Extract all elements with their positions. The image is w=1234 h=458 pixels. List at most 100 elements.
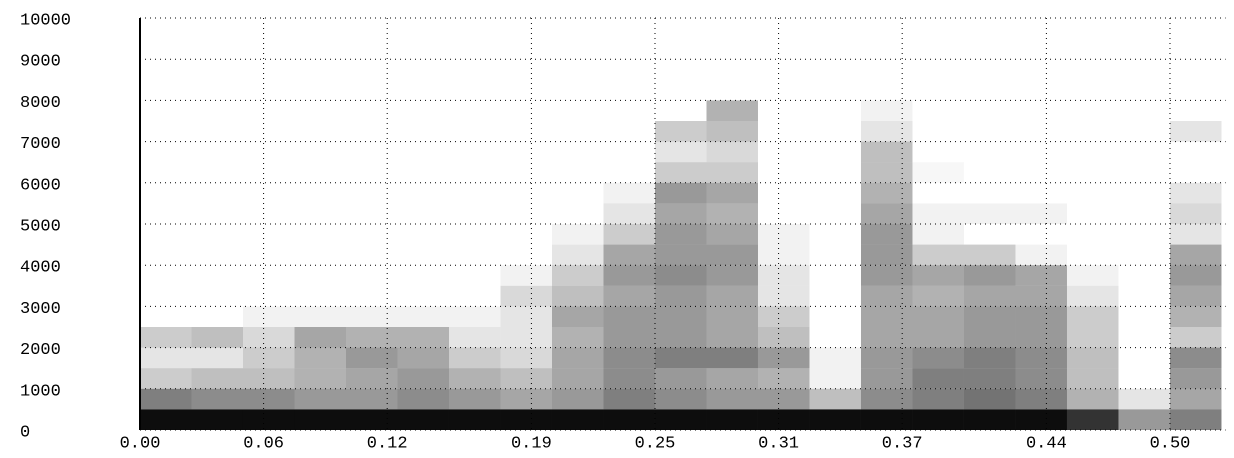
cell [963, 409, 1016, 430]
cell [449, 203, 500, 224]
cell [912, 347, 964, 369]
cell [603, 306, 655, 327]
cell [603, 327, 655, 348]
cell [140, 265, 191, 286]
cell [1067, 162, 1118, 183]
cell [654, 388, 707, 410]
cell [809, 347, 861, 369]
cell [1170, 142, 1221, 163]
cell [757, 327, 810, 348]
cell [809, 306, 860, 327]
cell [654, 368, 707, 389]
cell [809, 142, 860, 163]
y-tick-label: 9000 [20, 53, 61, 72]
cell [294, 203, 345, 224]
cell [500, 306, 552, 327]
cell [809, 183, 860, 204]
cell [860, 306, 913, 327]
cell [397, 327, 449, 348]
cell [1067, 203, 1118, 224]
cell [757, 285, 810, 307]
cell [912, 203, 964, 224]
cell [1015, 162, 1066, 183]
cell [963, 327, 1016, 348]
cell [964, 162, 1015, 183]
cell [345, 306, 398, 327]
cell [654, 285, 707, 307]
cell [706, 265, 758, 286]
cell [603, 244, 655, 266]
cell [140, 224, 191, 245]
cell [500, 142, 551, 163]
cell [397, 265, 448, 286]
cell [1066, 368, 1119, 389]
cell [1067, 121, 1118, 142]
cell [758, 100, 809, 121]
cell [552, 142, 603, 163]
cell [242, 409, 295, 430]
cell [449, 265, 500, 286]
cell [243, 203, 294, 224]
cell [603, 265, 655, 286]
cell [448, 388, 501, 410]
cell [963, 368, 1016, 389]
cell [1015, 224, 1066, 245]
cell [242, 327, 295, 348]
cell [345, 347, 398, 369]
cell [603, 203, 655, 224]
cell [551, 306, 604, 327]
cell [140, 183, 191, 204]
cell [809, 327, 860, 348]
cell [191, 203, 242, 224]
cell [1015, 409, 1067, 430]
cell [500, 183, 551, 204]
cell [397, 121, 448, 142]
cell [603, 121, 654, 142]
cell [346, 286, 397, 307]
cell [654, 409, 707, 430]
cell [860, 224, 913, 245]
cell [1066, 409, 1119, 430]
y-tick-label: 2000 [20, 341, 61, 360]
cell [912, 409, 964, 430]
cell [191, 388, 243, 410]
cell [140, 203, 191, 224]
cell [809, 121, 860, 142]
cell [294, 286, 345, 307]
cell [191, 162, 242, 183]
cell [912, 224, 964, 245]
cell [603, 142, 654, 163]
cell [706, 285, 758, 307]
cell [345, 388, 398, 410]
cell [1066, 306, 1119, 327]
cell [140, 368, 192, 389]
cell [912, 388, 964, 410]
cell [757, 347, 810, 369]
cell [397, 409, 449, 430]
x-tick-label: 0.31 [758, 434, 799, 453]
cell [397, 224, 448, 245]
cell [294, 347, 346, 369]
cell [758, 183, 809, 204]
cell [551, 368, 604, 389]
cell [1169, 121, 1222, 142]
cell [140, 306, 191, 327]
cell [964, 224, 1015, 245]
cell [1169, 368, 1222, 389]
cell [551, 265, 604, 286]
cell [397, 100, 448, 121]
cell [963, 306, 1016, 327]
cell [1118, 245, 1169, 266]
x-tick-label: 0.06 [243, 434, 284, 453]
cell [964, 100, 1015, 121]
cell [1015, 142, 1066, 163]
cell [1169, 224, 1222, 245]
cell [1066, 388, 1119, 410]
y-tick-label: 0 [20, 423, 30, 442]
cell [758, 121, 809, 142]
cell [757, 409, 810, 430]
cell [860, 347, 913, 369]
cell [294, 388, 346, 410]
cell [397, 142, 448, 163]
